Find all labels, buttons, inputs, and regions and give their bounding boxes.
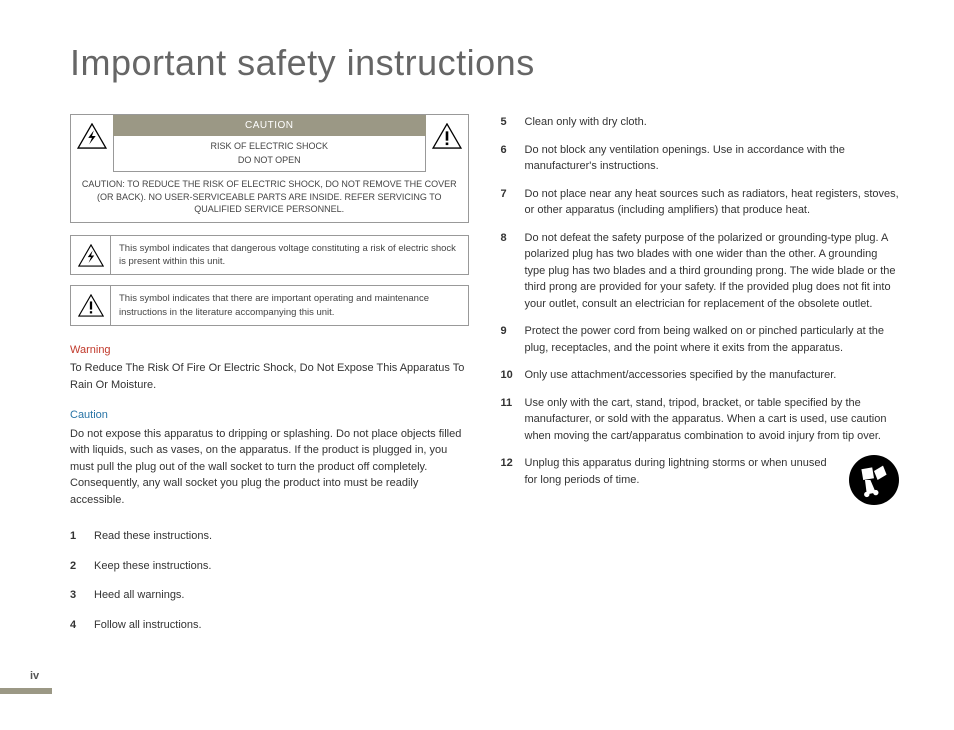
caution-risk: RISK OF ELECTRIC SHOCK DO NOT OPEN: [113, 136, 426, 172]
item-text: Read these instructions.: [94, 528, 469, 545]
instruction-item: 4Follow all instructions.: [70, 617, 469, 634]
item-number: 1: [70, 528, 94, 545]
item-text: Follow all instructions.: [94, 617, 469, 634]
page-title: Important safety instructions: [70, 42, 899, 84]
item-number: 5: [501, 114, 525, 131]
item-number: 4: [70, 617, 94, 634]
item-text: Clean only with dry cloth.: [525, 114, 900, 131]
instruction-list-left: 1Read these instructions.2Keep these ins…: [70, 528, 469, 633]
item-number: 6: [501, 142, 525, 175]
item-text: Use only with the cart, stand, tripod, b…: [525, 395, 900, 445]
bolt-icon: [75, 121, 109, 151]
symbol-text: This symbol indicates that there are imp…: [111, 286, 468, 325]
caution-text: Do not expose this apparatus to dripping…: [70, 426, 469, 509]
item-text: Only use attachment/accessories specifie…: [525, 367, 900, 384]
instruction-item: 11Use only with the cart, stand, tripod,…: [501, 395, 900, 445]
item-number: 8: [501, 230, 525, 313]
symbol-box-excl: This symbol indicates that there are imp…: [70, 285, 469, 326]
symbol-box-bolt: This symbol indicates that dangerous vol…: [70, 235, 469, 276]
caution-body: CAUTION: TO REDUCE THE RISK OF ELECTRIC …: [71, 172, 468, 222]
instruction-item: 8Do not defeat the safety purpose of the…: [501, 230, 900, 313]
item-number: 12: [501, 455, 525, 505]
page-number: iv: [30, 670, 39, 682]
exclamation-icon: [71, 286, 111, 325]
item-number: 7: [501, 186, 525, 219]
instruction-item: 7Do not place near any heat sources such…: [501, 186, 900, 219]
instruction-item: 5Clean only with dry cloth.: [501, 114, 900, 131]
warning-text: To Reduce The Risk Of Fire Or Electric S…: [70, 360, 469, 393]
instruction-list-right: 5Clean only with dry cloth.6Do not block…: [501, 114, 900, 505]
instruction-item: 1Read these instructions.: [70, 528, 469, 545]
item-number: 2: [70, 558, 94, 575]
warning-label: Warning: [70, 342, 469, 359]
instruction-item: 2Keep these instructions.: [70, 558, 469, 575]
item-text: Do not block any ventilation openings. U…: [525, 142, 900, 175]
caution-label: Caution: [70, 407, 469, 424]
item-text: Unplug this apparatus during lightning s…: [525, 455, 900, 505]
bolt-icon: [71, 236, 111, 275]
item-number: 11: [501, 395, 525, 445]
item-number: 9: [501, 323, 525, 356]
item-text: Heed all warnings.: [94, 587, 469, 604]
cart-tip-icon: [849, 455, 899, 505]
instruction-item: 9Protect the power cord from being walke…: [501, 323, 900, 356]
caution-box: CAUTION RISK OF ELECTRIC SHOCK DO NOT OP…: [70, 114, 469, 223]
caution-header: CAUTION: [113, 115, 426, 136]
instruction-item: 10Only use attachment/accessories specif…: [501, 367, 900, 384]
symbol-text: This symbol indicates that dangerous vol…: [111, 236, 468, 275]
item-text: Do not defeat the safety purpose of the …: [525, 230, 900, 313]
item-number: 10: [501, 367, 525, 384]
instruction-item: 12Unplug this apparatus during lightning…: [501, 455, 900, 505]
exclamation-icon: [430, 121, 464, 151]
instruction-item: 6Do not block any ventilation openings. …: [501, 142, 900, 175]
item-text: Protect the power cord from being walked…: [525, 323, 900, 356]
item-text: Keep these instructions.: [94, 558, 469, 575]
item-number: 3: [70, 587, 94, 604]
instruction-item: 3Heed all warnings.: [70, 587, 469, 604]
item-text: Do not place near any heat sources such …: [525, 186, 900, 219]
